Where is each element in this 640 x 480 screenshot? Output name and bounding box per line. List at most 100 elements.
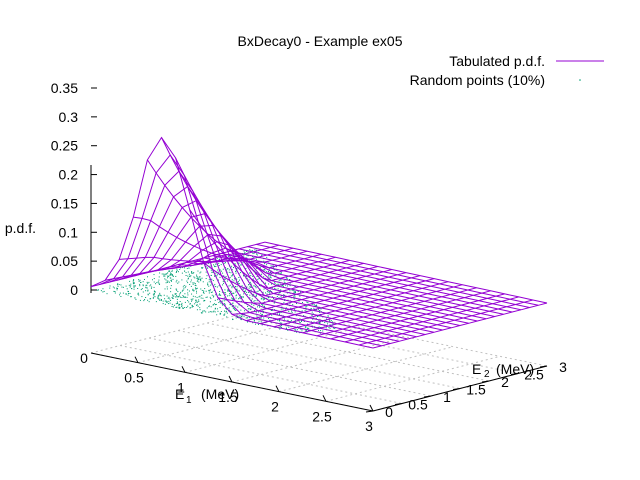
random-point: [150, 298, 152, 300]
random-point: [231, 275, 233, 277]
random-point: [172, 278, 174, 280]
random-point: [294, 311, 296, 313]
random-point: [218, 294, 220, 296]
random-point: [253, 317, 255, 319]
random-point: [176, 268, 178, 270]
random-point: [190, 285, 192, 287]
random-point: [280, 308, 282, 310]
random-point: [279, 273, 281, 275]
random-point: [135, 298, 137, 300]
random-point: [216, 286, 218, 288]
random-point: [214, 308, 216, 310]
random-point: [248, 279, 250, 281]
random-point: [296, 329, 298, 331]
svg-text:E: E: [175, 386, 184, 402]
random-point: [224, 289, 226, 291]
random-point: [251, 295, 253, 297]
random-point: [282, 308, 284, 310]
y-tick: [539, 365, 548, 368]
random-point: [299, 321, 301, 323]
random-point: [176, 296, 178, 298]
random-point: [201, 289, 203, 291]
random-point: [172, 275, 174, 277]
random-point: [218, 265, 220, 267]
random-point: [209, 301, 211, 303]
random-point: [274, 283, 276, 285]
random-point: [132, 280, 134, 282]
random-point: [270, 309, 272, 311]
random-point: [269, 299, 271, 301]
random-point: [188, 267, 190, 269]
random-point: [181, 306, 183, 308]
random-point: [295, 315, 297, 317]
random-point: [237, 316, 239, 318]
random-point: [220, 294, 222, 296]
random-point: [172, 275, 174, 277]
random-point: [271, 314, 273, 316]
random-point: [301, 330, 303, 332]
random-point: [249, 272, 251, 274]
random-point: [305, 330, 307, 332]
random-point: [199, 276, 201, 278]
random-point: [255, 295, 257, 297]
random-point: [199, 277, 201, 279]
random-point: [170, 299, 172, 301]
z-tick-label: 0.1: [59, 224, 79, 240]
random-point: [231, 305, 233, 307]
random-point: [231, 285, 233, 287]
random-point: [217, 299, 219, 301]
random-point: [232, 274, 234, 276]
random-point: [260, 312, 262, 314]
random-point: [246, 263, 248, 265]
random-point: [219, 300, 221, 302]
random-point: [210, 298, 212, 300]
random-point: [252, 322, 254, 324]
random-point: [181, 267, 183, 269]
random-point: [194, 303, 196, 305]
random-point: [242, 314, 244, 316]
random-point: [231, 265, 233, 267]
random-point: [156, 282, 158, 284]
mesh-line: [260, 278, 435, 325]
random-point: [317, 316, 319, 318]
random-point: [113, 290, 115, 292]
random-point: [238, 262, 240, 264]
random-point: [160, 299, 162, 301]
random-point: [215, 272, 217, 274]
random-point: [149, 285, 151, 287]
random-point: [193, 289, 195, 291]
x-tick-label: 1: [177, 379, 185, 395]
random-point: [256, 291, 258, 293]
random-point: [120, 284, 122, 286]
random-point: [258, 320, 260, 322]
random-point: [273, 302, 275, 304]
random-point: [169, 302, 171, 304]
random-point: [300, 291, 302, 293]
random-point: [294, 319, 296, 321]
random-point: [155, 301, 157, 303]
random-point: [261, 297, 263, 299]
y-tick-label: 2: [501, 374, 509, 390]
random-point: [204, 300, 206, 302]
random-point: [170, 287, 172, 289]
random-point: [285, 307, 287, 309]
random-point: [166, 286, 168, 288]
random-point: [186, 296, 188, 298]
random-point: [248, 317, 250, 319]
random-point: [275, 275, 277, 277]
random-point: [230, 304, 232, 306]
random-point: [292, 304, 294, 306]
random-point: [240, 315, 242, 317]
random-point: [210, 281, 212, 283]
random-point: [257, 323, 259, 325]
random-point: [256, 268, 258, 270]
random-point: [210, 284, 212, 286]
random-point: [200, 271, 202, 273]
random-point: [177, 291, 179, 293]
random-point: [241, 285, 243, 287]
random-point: [258, 303, 260, 305]
random-point: [129, 286, 131, 288]
random-point: [268, 274, 270, 276]
random-point: [212, 304, 214, 306]
random-point: [286, 292, 288, 294]
